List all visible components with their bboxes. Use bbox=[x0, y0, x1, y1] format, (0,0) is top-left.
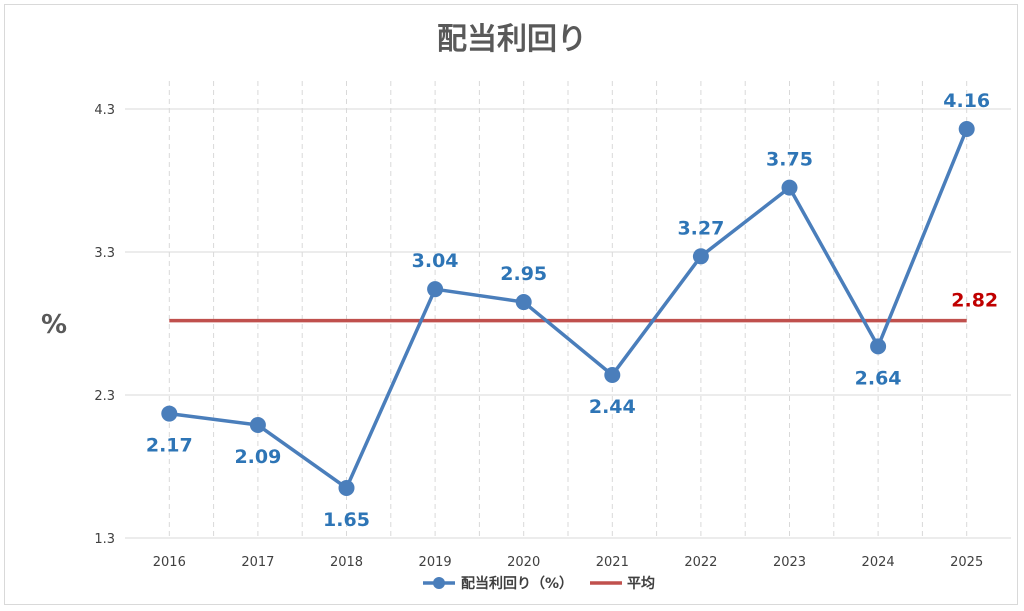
data-label: 2.17 bbox=[146, 435, 193, 457]
x-tick-label: 2019 bbox=[419, 555, 452, 570]
data-point bbox=[958, 121, 975, 138]
chart-title: 配当利回り bbox=[437, 22, 587, 57]
dividend-yield-chart: 配当利回り % 1.3 2.3 3.3 4.3 2016 2017 2018 2019 2020… bbox=[41, 22, 1011, 592]
data-point bbox=[427, 281, 444, 298]
yield-series-line bbox=[169, 128, 969, 490]
y-tick-label: 2.3 bbox=[94, 389, 115, 404]
x-tick-label: 2021 bbox=[596, 555, 629, 570]
data-point bbox=[692, 248, 709, 265]
data-label: 2.64 bbox=[855, 367, 902, 389]
x-tick-label: 2024 bbox=[862, 555, 895, 570]
chart-frame: 配当利回り % 1.3 2.3 3.3 4.3 2016 2017 2018 2019 2020… bbox=[4, 4, 1018, 605]
x-tick-label: 2025 bbox=[950, 555, 983, 570]
x-tick-label: 2023 bbox=[773, 555, 806, 570]
data-point bbox=[781, 179, 798, 196]
x-tick-label: 2018 bbox=[330, 555, 363, 570]
x-tick-label: 2016 bbox=[153, 555, 186, 570]
data-label: 3.04 bbox=[412, 250, 459, 272]
data-point bbox=[870, 338, 887, 355]
average-data-label: 2.82 bbox=[951, 290, 998, 312]
plot-area: 1.3 2.3 3.3 4.3 2016 2017 2018 2019 2020 2021 2022… bbox=[94, 81, 1011, 570]
y-tick-label: 1.3 bbox=[94, 532, 115, 547]
legend-marker-yield bbox=[433, 577, 445, 589]
data-point bbox=[161, 405, 178, 422]
x-tick-label: 2022 bbox=[684, 555, 717, 570]
y-tick-label: 3.3 bbox=[94, 246, 115, 261]
x-tick-label: 2017 bbox=[241, 555, 274, 570]
y-axis-title: % bbox=[41, 310, 67, 340]
legend-label-yield: 配当利回り（%） bbox=[461, 575, 573, 592]
data-label: 2.95 bbox=[500, 263, 547, 285]
legend: 配当利回り（%） 平均 bbox=[423, 575, 655, 592]
data-point bbox=[515, 294, 532, 311]
data-label: 2.09 bbox=[234, 446, 281, 468]
legend-label-average: 平均 bbox=[627, 575, 655, 592]
data-label: 3.75 bbox=[766, 149, 813, 171]
y-tick-label: 4.3 bbox=[94, 103, 115, 118]
data-point bbox=[604, 366, 621, 383]
data-point bbox=[338, 479, 355, 496]
data-label: 1.65 bbox=[323, 509, 370, 531]
data-label: 4.16 bbox=[943, 90, 990, 112]
x-tick-label: 2020 bbox=[507, 555, 540, 570]
data-point bbox=[249, 417, 266, 434]
data-label: 2.44 bbox=[589, 396, 636, 418]
data-label: 3.27 bbox=[677, 217, 724, 239]
